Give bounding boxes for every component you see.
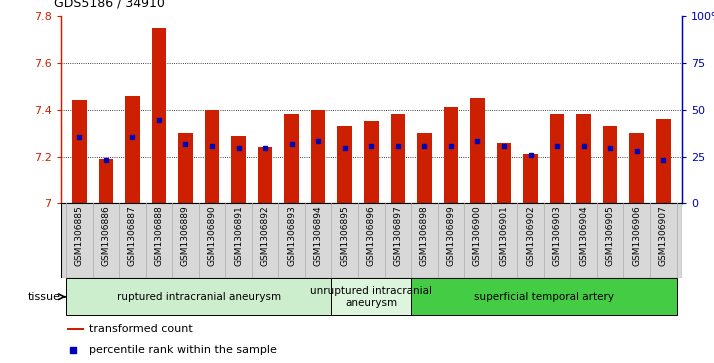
Text: GSM1306888: GSM1306888 <box>154 205 164 266</box>
Bar <box>391 114 405 203</box>
Text: GSM1306906: GSM1306906 <box>632 205 641 266</box>
Bar <box>125 96 140 203</box>
Text: GSM1306889: GSM1306889 <box>181 205 190 266</box>
Bar <box>61 203 682 278</box>
Bar <box>656 119 670 203</box>
Text: GSM1306898: GSM1306898 <box>420 205 429 266</box>
Text: GSM1306890: GSM1306890 <box>208 205 216 266</box>
Text: ruptured intracranial aneurysm: ruptured intracranial aneurysm <box>116 292 281 302</box>
Bar <box>331 278 411 315</box>
Bar <box>178 133 193 203</box>
Bar <box>231 135 246 203</box>
Text: GSM1306905: GSM1306905 <box>605 205 615 266</box>
Text: GSM1306892: GSM1306892 <box>261 205 270 266</box>
Bar <box>417 133 432 203</box>
Text: GDS5186 / 34910: GDS5186 / 34910 <box>54 0 164 9</box>
Bar <box>258 147 273 203</box>
Text: GSM1306891: GSM1306891 <box>234 205 243 266</box>
Text: GSM1306902: GSM1306902 <box>526 205 535 266</box>
Text: GSM1306900: GSM1306900 <box>473 205 482 266</box>
Text: GSM1306885: GSM1306885 <box>75 205 84 266</box>
Bar <box>603 126 618 203</box>
Text: GSM1306894: GSM1306894 <box>313 205 323 266</box>
Bar <box>576 114 591 203</box>
Text: GSM1306907: GSM1306907 <box>659 205 668 266</box>
Bar <box>311 110 326 203</box>
Bar <box>67 327 84 330</box>
Text: percentile rank within the sample: percentile rank within the sample <box>89 345 276 355</box>
Bar <box>151 28 166 203</box>
Bar <box>411 278 677 315</box>
Text: transformed count: transformed count <box>89 324 192 334</box>
Text: tissue: tissue <box>29 292 61 302</box>
Text: GSM1306903: GSM1306903 <box>553 205 562 266</box>
Bar <box>470 98 485 203</box>
Bar <box>523 154 538 203</box>
Bar <box>338 126 352 203</box>
Text: GSM1306897: GSM1306897 <box>393 205 402 266</box>
Text: GSM1306901: GSM1306901 <box>500 205 508 266</box>
Text: superficial temporal artery: superficial temporal artery <box>474 292 614 302</box>
Text: GSM1306895: GSM1306895 <box>341 205 349 266</box>
Bar <box>66 278 331 315</box>
Text: GSM1306896: GSM1306896 <box>367 205 376 266</box>
Text: GSM1306887: GSM1306887 <box>128 205 137 266</box>
Text: GSM1306899: GSM1306899 <box>446 205 456 266</box>
Bar <box>497 143 511 203</box>
Bar <box>284 114 299 203</box>
Bar <box>205 110 219 203</box>
Bar <box>630 133 644 203</box>
Bar <box>550 114 564 203</box>
Text: unruptured intracranial
aneurysm: unruptured intracranial aneurysm <box>311 286 432 307</box>
Bar <box>364 122 378 203</box>
Text: GSM1306904: GSM1306904 <box>579 205 588 266</box>
Text: GSM1306886: GSM1306886 <box>101 205 111 266</box>
Bar <box>99 159 113 203</box>
Bar <box>443 107 458 203</box>
Bar <box>72 101 86 203</box>
Text: GSM1306893: GSM1306893 <box>287 205 296 266</box>
